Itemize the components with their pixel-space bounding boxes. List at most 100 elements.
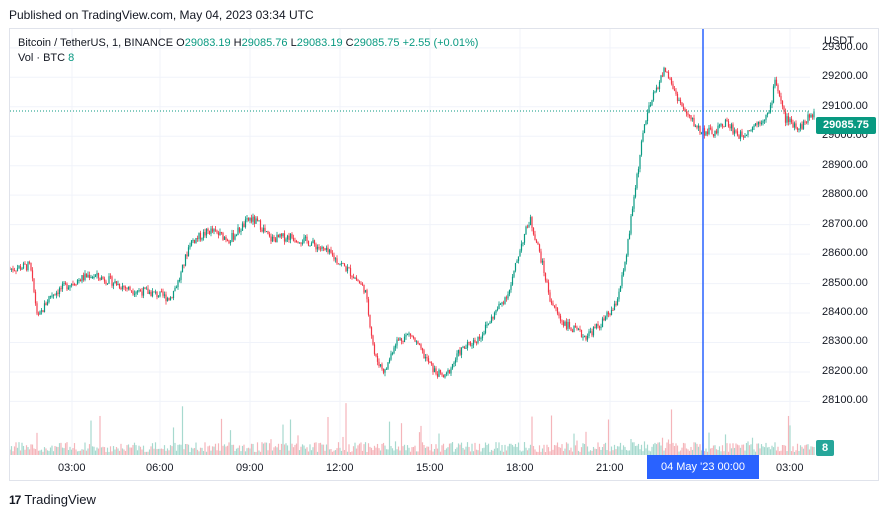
volume-bar — [547, 447, 550, 455]
candle-body — [426, 357, 428, 359]
candle-body — [775, 79, 778, 86]
volume-bar — [10, 446, 13, 455]
volume-bar — [510, 443, 512, 455]
volume-bar — [381, 443, 383, 455]
candle-body — [813, 111, 815, 118]
volume-bar — [141, 449, 143, 455]
candle-body — [199, 232, 202, 240]
chart-legend: Bitcoin / TetherUS, 1, BINANCE O29083.19… — [18, 35, 478, 51]
volume-bar — [673, 446, 676, 455]
volume-bar — [601, 447, 604, 455]
candle-body — [70, 283, 73, 286]
volume-bar — [253, 451, 256, 455]
candle-body — [76, 280, 79, 285]
candle-body — [240, 230, 242, 232]
candlestick-chart[interactable] — [10, 29, 878, 480]
open-value: 29083.19 — [184, 37, 231, 49]
candle-body — [132, 291, 134, 295]
volume-bar — [334, 450, 337, 455]
volume-bar — [630, 438, 632, 455]
volume-bar — [99, 415, 101, 455]
volume-legend: Vol · BTC 8 — [18, 52, 74, 64]
candle-body — [729, 126, 731, 129]
volume-bar — [223, 444, 226, 455]
candle-body — [433, 368, 436, 373]
candle-body — [34, 291, 37, 304]
candle-body — [133, 293, 136, 295]
volume-bar — [526, 450, 529, 455]
candle-body — [759, 121, 761, 124]
volume-bar — [505, 450, 508, 455]
candle-body — [505, 297, 508, 299]
candle-body — [172, 290, 175, 298]
candle-body — [712, 133, 715, 137]
volume-bar — [55, 446, 58, 455]
candle-body — [757, 121, 760, 125]
candle-body — [457, 350, 460, 354]
volume-bar — [331, 451, 334, 455]
time-tick-label: 15:00 — [416, 462, 444, 474]
volume-bar — [495, 442, 497, 455]
candle-body — [219, 232, 221, 236]
volume-bar — [21, 442, 23, 455]
candle-body — [625, 255, 628, 262]
candle-body — [292, 237, 295, 241]
volume-bar — [235, 448, 238, 455]
candle-body — [307, 240, 310, 246]
volume-bar — [598, 446, 601, 455]
candle-body — [637, 168, 640, 175]
candle-body — [226, 239, 229, 241]
footer-brand[interactable]: 17 TradingView — [9, 492, 96, 507]
volume-bar — [732, 443, 734, 455]
volume-bar — [645, 448, 647, 455]
volume-bar — [552, 449, 554, 455]
candle-body — [159, 291, 161, 297]
candle-body — [697, 125, 700, 128]
volume-bar — [264, 442, 266, 455]
candle-body — [67, 287, 70, 290]
candle-body — [720, 124, 722, 126]
candle-body — [487, 323, 490, 325]
candle-body — [597, 323, 599, 327]
candle-body — [144, 287, 146, 289]
volume-bar — [357, 445, 359, 455]
candle-body — [349, 268, 352, 276]
candle-body — [64, 282, 67, 284]
candle-body — [174, 287, 176, 291]
candle-body — [223, 237, 226, 240]
candle-body — [810, 114, 812, 118]
candle-body — [768, 112, 770, 114]
candle-body — [514, 263, 517, 271]
candle-body — [589, 331, 592, 333]
volume-bar — [157, 448, 160, 455]
candle-body — [781, 100, 784, 107]
volume-bar — [778, 451, 781, 455]
candle-body — [66, 283, 68, 290]
candle-body — [532, 227, 535, 235]
candle-body — [484, 324, 487, 334]
candle-body — [688, 114, 691, 116]
volume-bar — [205, 451, 208, 455]
volume-bar — [543, 444, 545, 455]
candle-body — [291, 233, 293, 238]
volume-bar — [714, 445, 716, 455]
volume-bar — [688, 450, 691, 455]
candle-body — [439, 370, 442, 373]
candle-body — [592, 326, 595, 336]
volume-bar — [282, 424, 284, 455]
volume-bar — [780, 450, 782, 455]
volume-bar — [493, 448, 496, 455]
candle-body — [169, 297, 172, 301]
candle-body — [234, 235, 236, 240]
candle-body — [93, 276, 95, 278]
candle-body — [388, 359, 391, 363]
volume-bar — [373, 445, 376, 455]
price-tick-label: 28100.00 — [822, 394, 868, 407]
candle-body — [499, 303, 502, 305]
candle-body — [102, 277, 104, 279]
volume-bar — [337, 442, 340, 455]
candle-body — [91, 276, 94, 278]
candle-body — [408, 333, 410, 335]
candle-body — [421, 348, 424, 351]
candle-body — [10, 268, 13, 270]
